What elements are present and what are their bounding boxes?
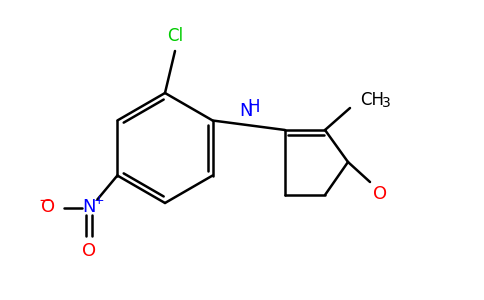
Text: −: − xyxy=(38,193,51,208)
Text: H: H xyxy=(247,98,260,116)
Text: N: N xyxy=(83,199,96,217)
Text: +: + xyxy=(94,194,105,207)
Text: CH: CH xyxy=(360,91,384,109)
Text: N: N xyxy=(239,102,253,120)
Text: 3: 3 xyxy=(382,96,391,110)
Text: O: O xyxy=(41,199,55,217)
Text: O: O xyxy=(82,242,96,260)
Text: O: O xyxy=(373,185,387,203)
Text: Cl: Cl xyxy=(167,27,183,45)
